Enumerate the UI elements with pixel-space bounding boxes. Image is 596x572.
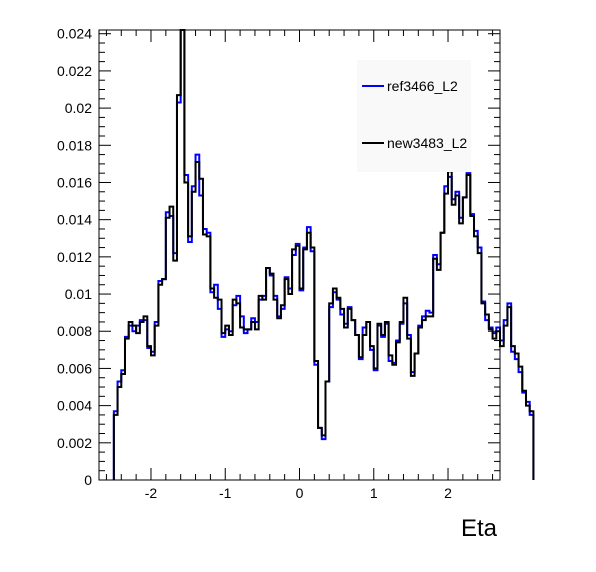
x-axis: -2 -1 0 1 2: [105, 30, 494, 501]
x-tick-label: -2: [145, 485, 158, 501]
legend-box: [357, 60, 471, 172]
x-axis-title: Eta: [461, 515, 498, 542]
x-tick-label: 1: [370, 485, 378, 501]
y-tick-label: 0.018: [57, 137, 92, 153]
y-tick-label: 0.02: [65, 100, 92, 116]
y-tick-label: 0.016: [57, 174, 92, 190]
y-tick-label: 0.014: [57, 212, 92, 228]
y-tick-label: 0.008: [57, 323, 92, 339]
y-tick-label: 0: [84, 472, 92, 488]
x-tick-label: 0: [296, 485, 304, 501]
x-tick-label: -1: [219, 485, 232, 501]
y-tick-label: 0.012: [57, 249, 92, 265]
legend-label-ref3466: ref3466_L2: [387, 78, 458, 94]
y-tick-label: 0.004: [57, 398, 92, 414]
y-tick-label: 0.002: [57, 435, 92, 451]
legend-label-new3483: new3483_L2: [387, 135, 467, 151]
y-tick-label: 0.024: [57, 26, 92, 42]
legend: ref3466_L2 new3483_L2: [357, 60, 471, 172]
y-tick-label: 0.022: [57, 63, 92, 79]
x-tick-label: 2: [444, 485, 452, 501]
y-axis: 0 0.002 0.004 0.006 0.008 0.01 0.012 0.014 0.016…: [57, 26, 500, 488]
y-tick-label: 0.01: [65, 286, 92, 302]
y-tick-label: 0.006: [57, 360, 92, 376]
